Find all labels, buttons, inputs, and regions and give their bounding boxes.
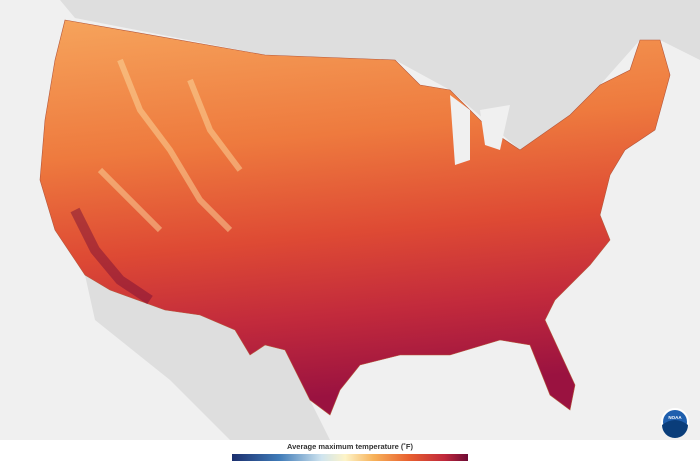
logo-wave xyxy=(662,420,688,438)
contiguous-us xyxy=(39,19,671,416)
color-scale xyxy=(232,454,468,461)
canada xyxy=(0,0,700,150)
mexico xyxy=(85,275,330,440)
legend-area xyxy=(0,440,700,466)
desert-heat xyxy=(70,207,153,305)
great-lakes xyxy=(450,95,510,165)
highlands xyxy=(97,58,243,233)
logo-text: NOAA xyxy=(668,415,682,420)
legend-title: Average maximum temperature (˚F) xyxy=(287,442,414,451)
